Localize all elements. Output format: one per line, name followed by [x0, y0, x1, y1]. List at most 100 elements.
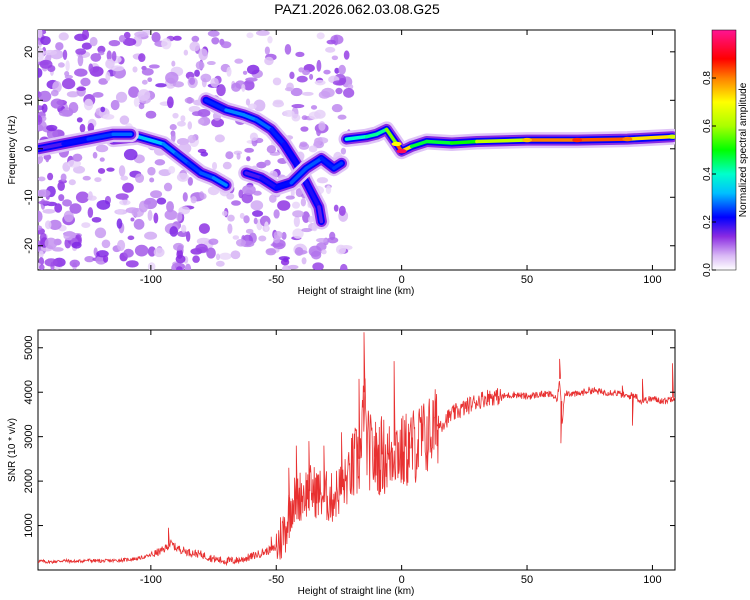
- spectrogram-noise-blob: [190, 196, 197, 204]
- spectrogram-noise-blob: [38, 30, 43, 39]
- spectrogram-noise-blob: [300, 198, 307, 207]
- spectrogram-noise-blob: [156, 197, 167, 205]
- spectrogram-noise-blob: [187, 134, 197, 144]
- spectrogram-noise-blob: [100, 106, 106, 113]
- spectrogram-noise-blob: [220, 41, 232, 49]
- spectrogram-noise-blob: [243, 215, 250, 224]
- spectrogram-noise-blob: [211, 161, 218, 171]
- spectrogram-noise-blob: [138, 103, 145, 110]
- spectrogram-noise-blob: [89, 36, 98, 47]
- spectrogram-peak: [572, 137, 583, 143]
- spectrogram-noise-blob: [50, 89, 59, 97]
- spectrogram-noise-blob: [147, 209, 153, 222]
- spectrogram-noise-blob: [94, 177, 102, 183]
- spectrogram-noise-blob: [284, 87, 293, 92]
- spectrogram-noise-blob: [329, 231, 336, 241]
- spectrogram-noise-blob: [198, 48, 208, 61]
- spectrogram-noise-blob: [57, 181, 65, 192]
- spectrogram-noise-blob: [150, 190, 163, 199]
- spectrogram-noise-blob: [258, 235, 267, 242]
- spectrogram-noise-blob: [187, 176, 193, 186]
- spectrogram-noise-blob: [133, 97, 140, 107]
- spectrogram-noise-blob: [246, 32, 254, 39]
- spectrogram-noise-blob: [116, 218, 123, 229]
- spectrogram-noise-blob: [58, 109, 73, 117]
- spectrogram-noise-blob: [178, 206, 191, 215]
- spectrogram-noise-blob: [273, 209, 280, 219]
- spectrogram-noise-blob: [82, 175, 91, 181]
- spectrogram-ridge-core: [317, 205, 324, 224]
- spectrogram-noise-blob: [39, 264, 45, 270]
- spectrogram-noise-blob: [87, 207, 94, 218]
- spectrogram-ridge-core: [269, 127, 286, 146]
- spectrogram-noise-blob: [55, 42, 64, 51]
- spectrogram-noise-blob: [118, 165, 126, 177]
- spectrogram-noise-blob: [94, 227, 107, 239]
- spectrogram-noise-blob: [118, 34, 126, 43]
- spectrogram-noise-blob: [215, 260, 225, 267]
- spectrogram-ridge-core: [450, 139, 479, 145]
- spectrogram-noise-blob: [184, 97, 195, 104]
- spectrogram-noise-blob: [54, 203, 63, 213]
- spectrogram-noise-blob: [169, 226, 179, 237]
- spectrogram-noise-blob: [293, 215, 300, 228]
- spectrogram-noise-blob: [38, 90, 52, 102]
- spectrogram-noise-blob: [301, 227, 313, 233]
- spectrogram-ridge-core: [282, 142, 299, 166]
- spectrogram-noise-blob: [62, 49, 68, 60]
- spectrogram-noise-blob: [38, 210, 43, 223]
- spectrogram-noise-blob: [123, 248, 134, 258]
- spectrogram-ridge-core: [304, 156, 324, 170]
- spectrogram-ridge-core: [38, 142, 65, 151]
- spectrogram-noise-blob: [340, 263, 348, 270]
- spectrogram-noise-blob: [57, 62, 65, 68]
- spectrogram-noise-blob: [335, 244, 347, 255]
- spectrogram-noise-blob: [300, 126, 309, 132]
- spectrogram-noise-blob: [264, 221, 269, 232]
- spectrogram-noise-blob: [50, 98, 64, 109]
- spectrogram-noise-blob: [232, 235, 240, 240]
- spectrogram-noise-blob: [47, 172, 54, 181]
- spectrogram-noise-blob: [227, 223, 233, 234]
- spectrogram-noise-blob: [230, 250, 241, 260]
- spectrogram-noise-blob: [316, 32, 325, 40]
- spectrogram-noise-blob: [92, 151, 98, 159]
- spectrogram-noise-blob: [325, 185, 332, 195]
- spectrogram-peak: [622, 136, 633, 142]
- spectrogram-noise-blob: [81, 30, 90, 40]
- spec-x-tick-label: -100: [140, 274, 162, 286]
- spectrogram-noise-blob: [268, 194, 277, 203]
- spectrogram-noise-blob: [231, 82, 241, 92]
- spectrogram-noise-blob: [158, 169, 172, 177]
- spectrogram-noise-blob: [177, 230, 189, 238]
- spectrogram-noise-blob: [83, 98, 94, 111]
- spectrogram-noise-blob: [147, 166, 156, 176]
- spectrogram-noise-blob: [194, 69, 200, 77]
- spectrogram-noise-blob: [253, 217, 258, 225]
- spectrogram-noise-blob: [182, 192, 188, 202]
- spectrogram-noise-blob: [292, 210, 304, 218]
- spectrogram-noise-blob: [68, 102, 79, 114]
- spectrogram-noise-blob: [285, 195, 295, 200]
- spectrogram-noise-blob: [332, 80, 346, 86]
- spectrogram-noise-blob: [38, 67, 43, 78]
- spectrogram-ridge-core: [61, 137, 90, 146]
- spectrogram-noise-blob: [301, 257, 307, 265]
- spectrogram-noise-blob: [172, 35, 182, 41]
- spectrogram-noise-blob: [76, 117, 83, 123]
- spectrogram-noise-blob: [206, 61, 216, 66]
- spectrogram-noise-blob: [81, 42, 92, 50]
- spectrogram-noise-blob: [76, 86, 87, 91]
- spectrogram-noise-blob: [90, 52, 102, 62]
- spectrogram-noise-blob: [219, 252, 232, 260]
- spectrogram-noise-blob: [272, 77, 282, 86]
- spectrogram-noise-blob: [302, 69, 310, 76]
- spectrogram-noise-blob: [296, 250, 308, 255]
- spectrogram-ridge-core: [254, 117, 273, 132]
- spec-x-tick-label: 50: [521, 274, 533, 286]
- snr-x-tick-label: 100: [643, 574, 661, 586]
- spectrogram-ridge-core: [575, 137, 630, 142]
- spectrogram-noise-blob: [227, 214, 235, 222]
- spectrogram-peak: [522, 137, 533, 143]
- spec-y-tick-label: 10: [23, 94, 35, 106]
